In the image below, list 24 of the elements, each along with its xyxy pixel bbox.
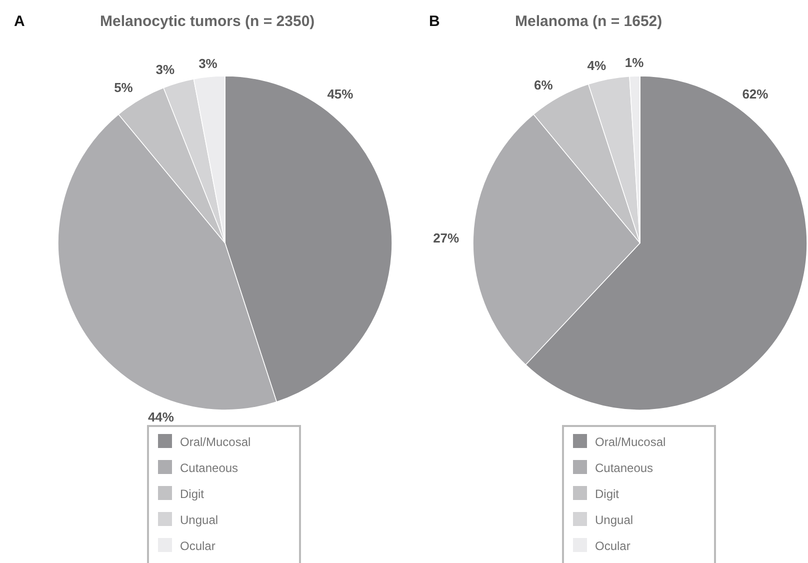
data-label: 4%: [587, 58, 607, 74]
legend-label: Cutaneous: [595, 461, 654, 475]
data-label: 6%: [534, 77, 554, 92]
data-label: 45%: [327, 86, 354, 102]
data-label: 27%: [433, 230, 460, 246]
data-label: 3%: [156, 62, 175, 78]
text: A: [14, 13, 25, 30]
data-label: 1%: [624, 55, 644, 70]
legend-label: Ocular: [595, 539, 630, 553]
legend-label: Cutaneous: [180, 461, 238, 475]
chart-title: Melanoma (n = 1652): [515, 13, 662, 30]
data-label: 3%: [198, 56, 218, 71]
data-label: 5%: [114, 80, 134, 96]
data-label: 62%: [742, 86, 769, 102]
text: B: [429, 13, 440, 30]
legend-label: Ungual: [595, 513, 634, 527]
legend-label: Ungual: [180, 513, 218, 527]
legend-label: Ocular: [180, 539, 216, 553]
legend-label: Digit: [595, 487, 620, 501]
legend-label: Oral/Mucosal: [595, 435, 666, 449]
legend-label: Oral/Mucosal: [180, 435, 251, 449]
data-label: 44%: [148, 410, 174, 425]
legend-label: Digit: [180, 487, 205, 501]
chart-title: Melanocytic tumors (n = 2350): [100, 13, 315, 30]
